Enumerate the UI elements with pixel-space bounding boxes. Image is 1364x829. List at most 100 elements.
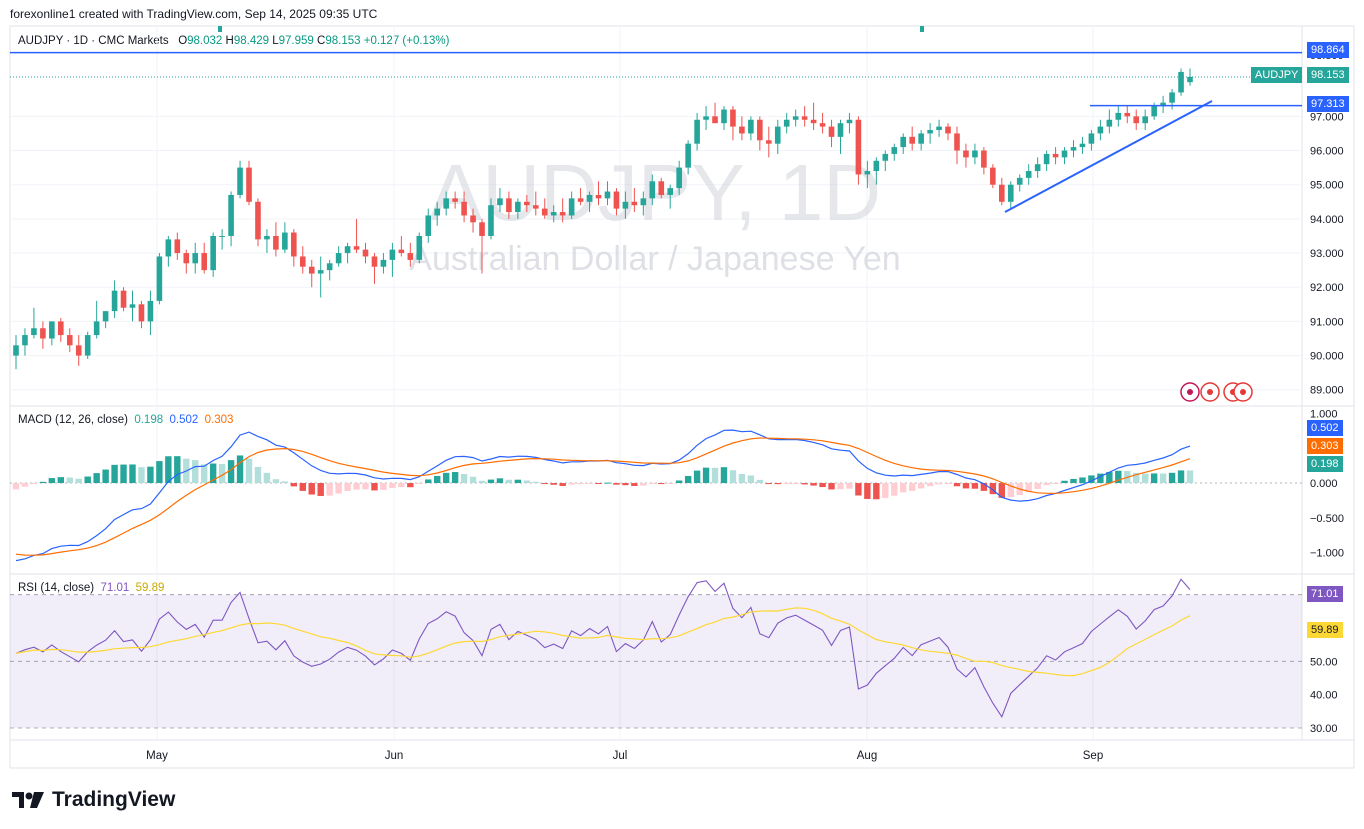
macd-histogram-bar xyxy=(523,480,531,484)
macd-histogram-bar xyxy=(380,483,387,490)
candle-down xyxy=(631,201,638,206)
macd-histogram-bar xyxy=(532,481,539,484)
macd-histogram-bar xyxy=(174,456,181,484)
candle-up xyxy=(676,167,682,189)
candle-down xyxy=(1133,116,1140,124)
candle-up xyxy=(1070,147,1077,151)
candle-up xyxy=(1025,171,1032,178)
low-value: 97.959 xyxy=(278,35,314,47)
candle-down xyxy=(353,246,360,250)
candle-up xyxy=(1169,92,1175,103)
rsi-line xyxy=(15,578,1191,718)
macd-histogram-bar xyxy=(747,475,755,484)
macd-histogram-bar xyxy=(891,483,898,496)
macd-histogram-bar xyxy=(1177,470,1185,484)
candle-up xyxy=(111,290,118,312)
rsi-tick-label: 50.00 xyxy=(1310,656,1338,668)
macd-histogram-bar xyxy=(120,464,127,484)
macd-histogram-bar xyxy=(1141,473,1149,484)
macd-histogram-bar xyxy=(864,483,871,499)
macd-histogram-bar xyxy=(900,483,907,493)
grid-lines xyxy=(9,25,1355,769)
rsi-ma-value: 59.89 xyxy=(135,582,165,594)
candle-up xyxy=(1142,116,1148,124)
watermark-subtitle: Australian Dollar / Japanese Yen xyxy=(409,240,900,278)
event-marker xyxy=(920,26,924,32)
macd-histogram-bar xyxy=(908,483,916,491)
price-tick-label: 94.000 xyxy=(1310,214,1344,226)
candle-down xyxy=(945,126,951,134)
candle-up xyxy=(685,143,691,168)
candle-up xyxy=(515,201,521,213)
macd-histogram-bar xyxy=(66,477,73,484)
macd-histogram-bar xyxy=(1061,480,1068,484)
macd-histogram-bar xyxy=(353,483,360,490)
macd-histogram-bar xyxy=(1106,472,1113,484)
macd-histogram-bar xyxy=(846,483,853,489)
symbol-name[interactable]: AUDJPY · 1D · CMC Markets xyxy=(18,35,169,47)
rsi-legend: RSI (14, close) 71.01 59.89 xyxy=(18,582,164,594)
candle-up xyxy=(102,311,109,322)
price-tick-label: 91.000 xyxy=(1310,316,1344,328)
candle-up xyxy=(1115,112,1122,120)
macd-histogram-bar xyxy=(756,479,764,484)
candle-up xyxy=(783,119,790,127)
macd-histogram-bar xyxy=(559,483,566,486)
macd-histogram-bar xyxy=(147,466,154,484)
macd-histogram-bar xyxy=(290,483,298,487)
macd-histogram-bar xyxy=(828,483,835,490)
time-tick-label: Aug xyxy=(857,750,877,762)
candle-up xyxy=(1097,126,1104,134)
macd-legend-title: MACD (12, 26, close) xyxy=(18,414,128,426)
candle-up xyxy=(604,191,611,199)
macd-histogram-bar xyxy=(514,479,522,484)
candle-up xyxy=(389,249,396,260)
candle-down xyxy=(765,140,772,144)
candle-down xyxy=(362,249,369,257)
candle-down xyxy=(1052,153,1059,158)
rsi-band xyxy=(10,594,1302,728)
macd-histogram-bar xyxy=(434,475,441,484)
macd-histogram-bar xyxy=(738,474,746,484)
candle-down xyxy=(999,184,1005,202)
rsi-tag: 71.01 xyxy=(1307,586,1343,602)
macd-histogram-bar xyxy=(774,483,781,485)
support-price-tag: 97.313 xyxy=(1307,96,1349,112)
candle-up xyxy=(282,232,288,250)
macd-histogram-bar xyxy=(245,458,253,484)
candle-up xyxy=(837,123,844,137)
macd-histogram-bar xyxy=(729,470,737,484)
macd-histogram-bar xyxy=(702,467,710,484)
resistance-price-tag: 98.864 xyxy=(1307,42,1349,58)
macd-histogram-bar xyxy=(263,472,271,484)
rsi-tick-label: 40.00 xyxy=(1310,690,1338,702)
macd-line-value: 0.502 xyxy=(169,414,199,426)
candle-up xyxy=(147,300,154,322)
rsi-tick-label: 30.00 xyxy=(1310,723,1338,735)
candle-up xyxy=(640,198,647,206)
candle-down xyxy=(40,328,46,339)
macd-histogram-bar xyxy=(1150,473,1158,484)
macd-histogram-bar xyxy=(783,483,790,485)
macd-tick-label: 1.000 xyxy=(1310,408,1338,420)
macd-histogram-bar xyxy=(720,467,728,484)
macd-histogram-bar xyxy=(577,483,584,485)
candle-down xyxy=(371,256,378,267)
candle-up xyxy=(335,253,342,264)
macd-histogram-bar xyxy=(192,460,199,484)
economic-event-icon-dot xyxy=(1240,389,1246,395)
macd-histogram-bar xyxy=(93,473,100,484)
candle-down xyxy=(577,198,584,202)
candle-up xyxy=(416,235,423,260)
macd-histogram-bar xyxy=(1097,473,1104,484)
candle-up xyxy=(748,119,754,134)
candle-up xyxy=(694,119,700,144)
candle-down xyxy=(398,249,405,254)
macd-histogram-bar xyxy=(1025,483,1032,493)
candle-up xyxy=(586,194,593,202)
macd-histogram-bar xyxy=(425,479,432,484)
tradingview-logo[interactable]: TradingView xyxy=(12,788,175,812)
